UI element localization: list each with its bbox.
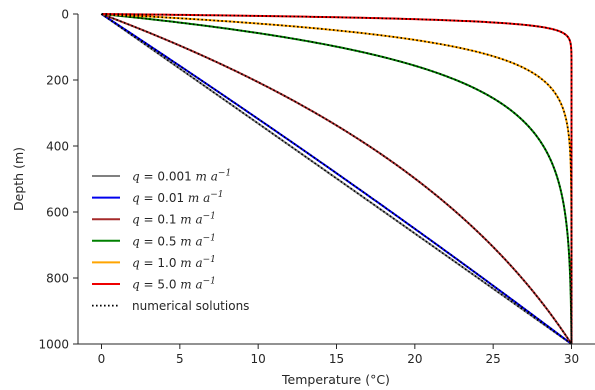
- y-tick-label: 200: [46, 74, 69, 88]
- x-tick-label: 30: [564, 352, 579, 366]
- y-tick-label: 800: [46, 272, 69, 286]
- x-tick-label: 25: [486, 352, 501, 366]
- legend-entry: q = 0.01 m a−1: [132, 190, 224, 205]
- numerical-solution-line-1: [100, 13, 572, 345]
- legend: q = 0.001 m a−1 q = 0.01 m a−1 q = 0.1 m a…: [92, 169, 249, 313]
- y-tick-label: 600: [46, 206, 69, 220]
- x-tick-label: 10: [251, 352, 266, 366]
- legend-entry: numerical solutions: [132, 299, 249, 313]
- legend-entry: q = 5.0 m a−1: [132, 277, 216, 292]
- numerical-solution-line-5: [101, 13, 573, 344]
- numerical-solution-line-2: [100, 13, 573, 345]
- y-tick-label: 0: [61, 8, 69, 22]
- x-tick-label: 20: [407, 352, 422, 366]
- legend-entry: q = 0.001 m a−1: [132, 169, 231, 184]
- x-tick-label: 0: [98, 352, 106, 366]
- plot-lines: [100, 13, 573, 345]
- y-tick-label: 1000: [38, 338, 69, 352]
- series-line-3: [100, 13, 573, 345]
- x-axis-label: Temperature (°C): [281, 372, 390, 387]
- x-tick-label: 15: [329, 352, 344, 366]
- legend-entry: q = 0.1 m a−1: [132, 212, 216, 227]
- x-ticks: 0 5 10 15 20 25 30: [98, 344, 579, 366]
- y-ticks: 0 200 400 600 800 1000: [38, 8, 78, 352]
- y-tick-label: 400: [46, 140, 69, 154]
- legend-entry: q = 1.0 m a−1: [132, 255, 216, 270]
- legend-entry: q = 0.5 m a−1: [132, 233, 216, 248]
- y-axis-label: Depth (m): [11, 147, 26, 211]
- x-tick-label: 5: [176, 352, 184, 366]
